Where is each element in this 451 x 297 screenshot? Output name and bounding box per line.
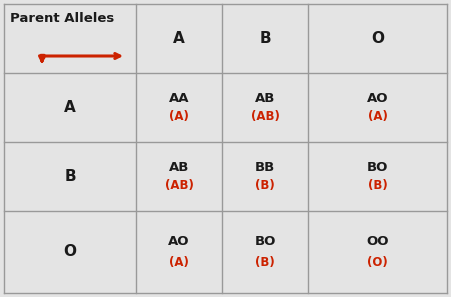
Text: OO: OO xyxy=(366,235,389,248)
Text: (O): (O) xyxy=(367,256,388,269)
Text: (A): (A) xyxy=(169,256,189,269)
Text: (B): (B) xyxy=(255,256,275,269)
Text: B: B xyxy=(259,31,271,46)
Text: AO: AO xyxy=(367,92,388,105)
Text: BO: BO xyxy=(367,161,388,174)
Text: A: A xyxy=(173,31,185,46)
Text: (AB): (AB) xyxy=(251,110,280,123)
Text: O: O xyxy=(371,31,384,46)
Text: O: O xyxy=(64,244,77,260)
Text: (B): (B) xyxy=(255,179,275,192)
Text: (AB): (AB) xyxy=(165,179,193,192)
Text: Parent Alleles: Parent Alleles xyxy=(10,12,114,25)
Text: B: B xyxy=(64,169,76,184)
Text: AA: AA xyxy=(169,92,189,105)
Text: AB: AB xyxy=(169,161,189,174)
Text: (A): (A) xyxy=(169,110,189,123)
Text: (A): (A) xyxy=(368,110,387,123)
Text: (B): (B) xyxy=(368,179,387,192)
Text: BB: BB xyxy=(255,161,275,174)
Text: AO: AO xyxy=(168,235,190,248)
Text: AB: AB xyxy=(255,92,275,105)
Text: A: A xyxy=(64,100,76,115)
Text: BO: BO xyxy=(254,235,276,248)
